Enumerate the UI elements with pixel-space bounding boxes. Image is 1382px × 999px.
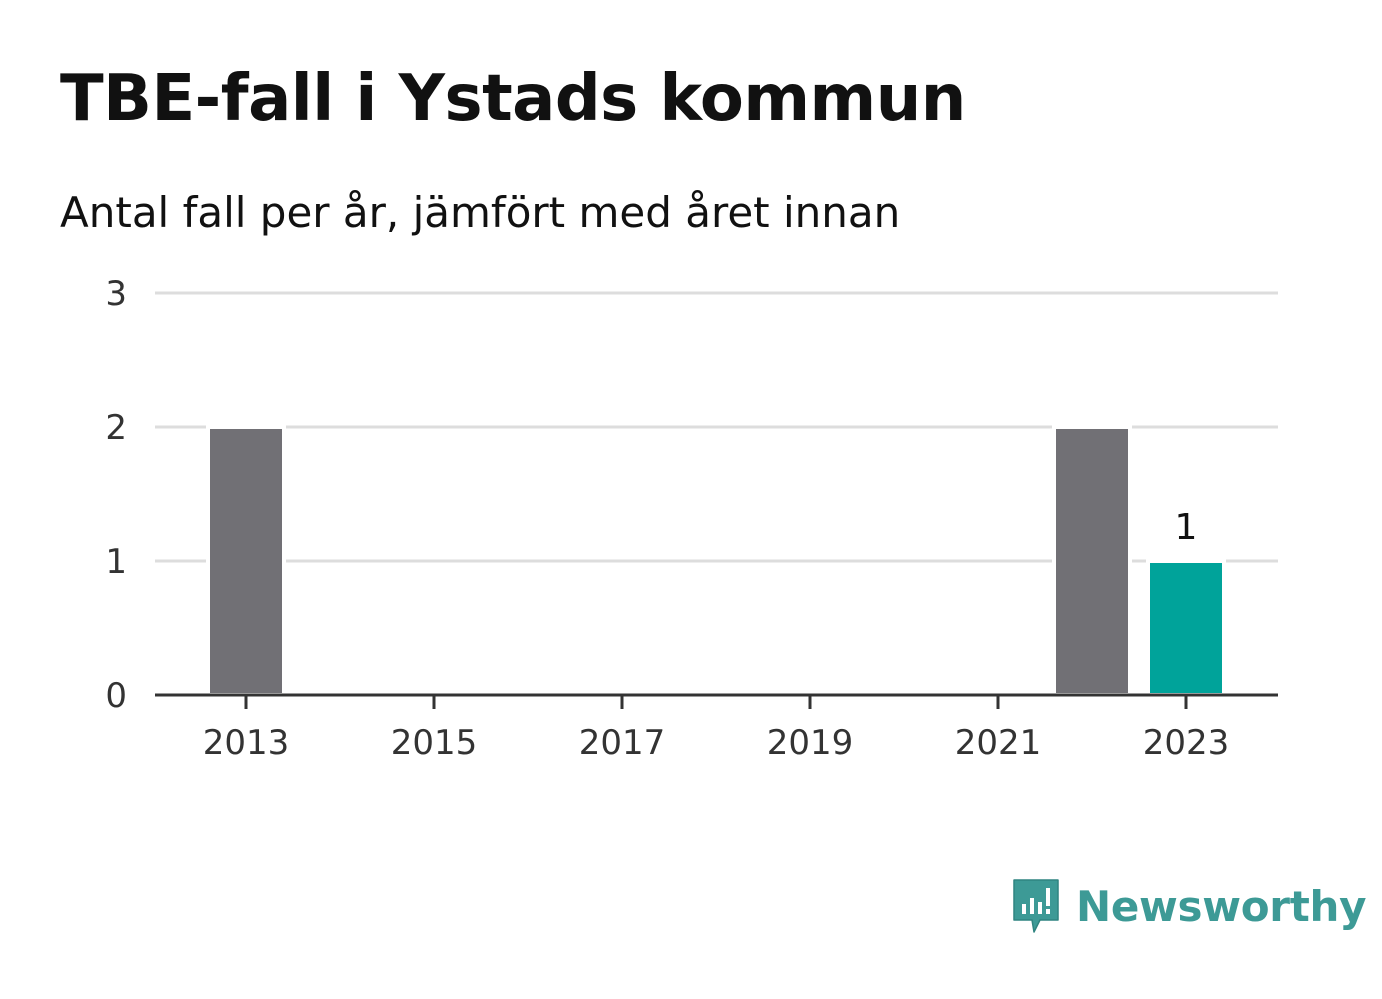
- y-tick-label: 2: [105, 408, 127, 448]
- bar: [1052, 425, 1132, 697]
- chart-title: TBE-fall i Ystads kommun: [60, 62, 966, 136]
- x-tick-label: 2013: [203, 723, 290, 763]
- y-tick-label: 3: [105, 274, 127, 314]
- x-tick-label: 2019: [767, 723, 854, 763]
- y-tick-label: 0: [105, 676, 127, 716]
- brand-logo: Newsworthy: [1010, 876, 1366, 936]
- y-tick-label: 1: [105, 542, 127, 582]
- x-tick-label: 2023: [1143, 723, 1230, 763]
- brand-name: Newsworthy: [1076, 881, 1367, 931]
- chart-subtitle: Antal fall per år, jämfört med året inna…: [60, 188, 901, 237]
- x-tick-label: 2021: [955, 723, 1042, 763]
- x-tick-label: 2017: [579, 723, 666, 763]
- bar: [206, 425, 286, 697]
- x-axis: [155, 693, 1278, 709]
- x-tick-label: 2015: [391, 723, 478, 763]
- labels: 0 1 2 3 1 2013 2015 2017 2019 2021 2023: [105, 274, 1229, 763]
- data-label: 1: [1175, 507, 1198, 548]
- newsworthy-logo-icon: [1013, 879, 1059, 933]
- bar-highlight: [1146, 559, 1226, 697]
